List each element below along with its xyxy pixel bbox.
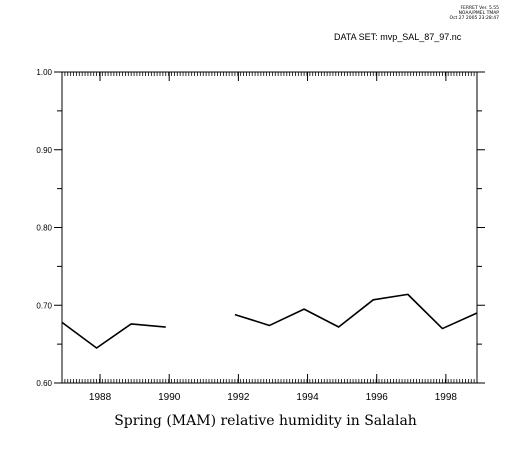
ferret-org: NOAA/PMEL TMAP — [458, 11, 499, 16]
axis-ticks — [54, 71, 485, 384]
x-tick-label: 1992 — [227, 392, 250, 403]
series-layer — [61, 293, 478, 349]
chart-title: Spring (MAM) relative humidity in Salala… — [114, 413, 417, 429]
ferret-version: FERRET Ver. 5.55 — [460, 6, 499, 11]
tick-labels: 1988 1990 1992 1994 1996 1998 0.60 0.70 0.80 0.90… — [36, 68, 457, 403]
y-tick-label: 0.80 — [36, 224, 52, 233]
ferret-timestamp: Oct 27 2005 23:28:47 — [449, 16, 499, 21]
x-tick-label: 1996 — [366, 392, 389, 403]
x-tick-label: 1994 — [296, 392, 319, 403]
dataset-prefix: DATA SET: — [334, 32, 378, 42]
y-tick-label: 1.00 — [36, 68, 52, 77]
x-tick-label: 1988 — [89, 392, 112, 403]
x-tick-label: 1990 — [158, 392, 181, 403]
dataset-name: mvp_SAL_87_97.nc — [380, 32, 462, 42]
x-tick-label: 1998 — [435, 392, 458, 403]
y-tick-label: 0.70 — [36, 301, 52, 310]
series-line — [61, 321, 166, 349]
y-tick-label: 0.90 — [36, 146, 52, 155]
y-tick-label: 0.60 — [36, 379, 52, 388]
dataset-label: DATA SET: mvp_SAL_87_97.nc — [334, 32, 461, 42]
series-line — [234, 293, 478, 330]
plot-frame — [61, 71, 478, 384]
